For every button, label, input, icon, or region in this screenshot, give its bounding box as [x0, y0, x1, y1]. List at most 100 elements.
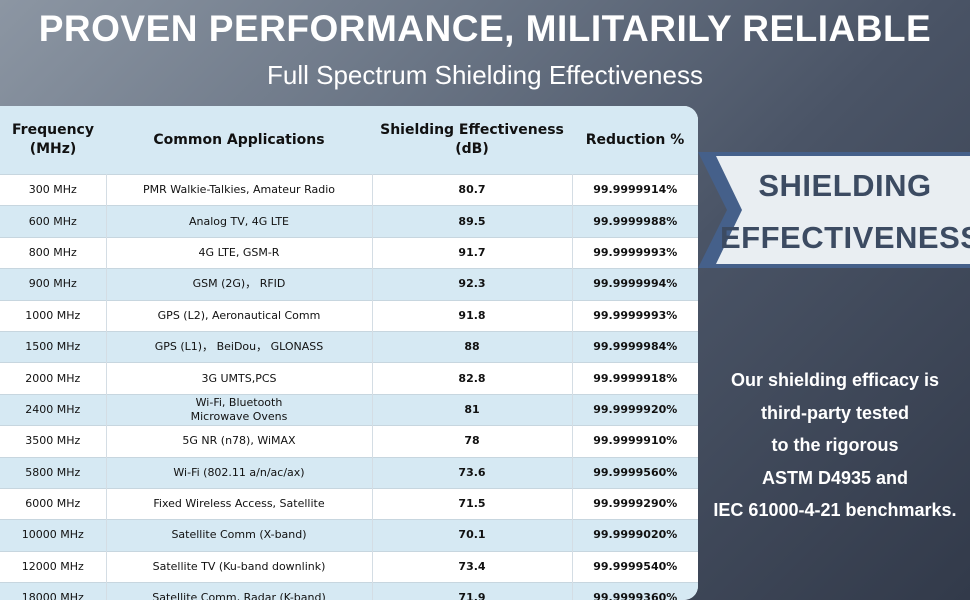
- application-line: PMR Walkie-Talkies, Amateur Radio: [143, 183, 335, 197]
- cell-reduction: 99.9999920%: [572, 393, 698, 426]
- application-line: Fixed Wireless Access, Satellite: [153, 497, 325, 511]
- cell-reduction: 99.9999988%: [572, 205, 698, 238]
- badge-text: SHIELDING EFFECTIVENESS: [720, 160, 970, 264]
- cell-applications: 3G UMTS,PCS: [106, 362, 373, 395]
- application-line: Analog TV, 4G LTE: [188, 214, 290, 228]
- shielding-effectiveness-badge: SHIELDING EFFECTIVENESS: [690, 152, 970, 268]
- note-line: third-party tested: [760, 402, 910, 423]
- cell-frequency: 3500 MHz: [0, 425, 107, 458]
- cell-reduction: 99.9999290%: [572, 487, 698, 520]
- table-body: 300 MHz PMR Walkie-Talkies, Amateur Radio…: [0, 173, 698, 600]
- cell-reduction: 99.9999020%: [572, 519, 698, 552]
- cell-applications: Wi-Fi, Bluetooth Microwave Ovens: [106, 393, 373, 426]
- cell-frequency: 600 MHz: [0, 205, 107, 238]
- cell-effectiveness: 73.6: [372, 456, 573, 489]
- cell-reduction: 99.9999560%: [572, 456, 698, 489]
- cell-applications: Wi-Fi (802.11 a/n/ac/ax): [106, 456, 373, 489]
- cell-effectiveness: 88: [372, 330, 573, 363]
- badge-line-1: SHIELDING: [758, 168, 932, 203]
- cell-reduction: 99.9999360%: [572, 582, 698, 600]
- header-frequency-line2: (MHz): [29, 141, 77, 157]
- header-effectiveness: Shielding Effectiveness (dB): [372, 106, 572, 175]
- table-row: 2400 MHz Wi-Fi, Bluetooth Microwave Ovens 8…: [0, 393, 698, 426]
- cell-frequency: 800 MHz: [0, 236, 107, 269]
- cell-applications: Analog TV, 4G LTE: [106, 205, 373, 238]
- cell-applications: Satellite Comm, Radar (K-band): [106, 582, 373, 600]
- cell-applications: Satellite Comm (X-band): [106, 519, 373, 552]
- shielding-table-card: Frequency (MHz) Common Applications Shie…: [0, 106, 698, 600]
- cell-effectiveness: 78: [372, 425, 573, 458]
- cell-frequency: 6000 MHz: [0, 487, 107, 520]
- cell-frequency: 5800 MHz: [0, 456, 107, 489]
- cell-frequency: 900 MHz: [0, 268, 107, 301]
- cell-reduction: 99.9999540%: [572, 550, 698, 583]
- application-line: 3G UMTS,PCS: [201, 371, 277, 385]
- cell-applications: PMR Walkie-Talkies, Amateur Radio: [106, 173, 373, 206]
- cell-reduction: 99.9999993%: [572, 236, 698, 269]
- cell-reduction: 99.9999993%: [572, 299, 698, 332]
- cell-effectiveness: 71.5: [372, 487, 573, 520]
- cell-applications: 5G NR (n78), WiMAX: [106, 425, 373, 458]
- cell-reduction: 99.9999918%: [572, 362, 698, 395]
- cell-frequency: 1000 MHz: [0, 299, 107, 332]
- table-header-row: Frequency (MHz) Common Applications Shie…: [0, 106, 698, 175]
- cell-effectiveness: 89.5: [372, 205, 573, 238]
- table-row: 600 MHz Analog TV, 4G LTE 89.5 99.9999988%: [0, 205, 698, 238]
- application-line: 5G NR (n78), WiMAX: [182, 434, 296, 448]
- table-row: 2000 MHz 3G UMTS,PCS 82.8 99.9999918%: [0, 362, 698, 395]
- cell-frequency: 300 MHz: [0, 173, 107, 206]
- table-row: 1000 MHz GPS (L2), Aeronautical Comm 91.8 9…: [0, 299, 698, 332]
- header-frequency: Frequency (MHz): [0, 106, 106, 175]
- cell-applications: 4G LTE, GSM-R: [106, 236, 373, 269]
- badge-chevron-shape: [698, 152, 970, 268]
- cell-frequency: 18000 MHz: [0, 582, 107, 600]
- table-row: 800 MHz 4G LTE, GSM-R 91.7 99.9999993%: [0, 236, 698, 269]
- header-reduction: Reduction %: [572, 106, 698, 175]
- application-line: GPS (L1)， BeiDou， GLONASS: [154, 340, 324, 354]
- application-line: Wi-Fi, Bluetooth: [195, 395, 283, 409]
- application-line: Satellite Comm (X-band): [171, 528, 307, 542]
- cell-effectiveness: 81: [372, 393, 573, 426]
- table-row: 18000 MHz Satellite Comm, Radar (K-band) 7…: [0, 582, 698, 600]
- cell-reduction: 99.9999994%: [572, 268, 698, 301]
- shielding-table: Frequency (MHz) Common Applications Shie…: [0, 106, 698, 600]
- page-title: PROVEN PERFORMANCE, MILITARILY RELIABLE: [38, 8, 932, 49]
- cell-frequency: 2000 MHz: [0, 362, 107, 395]
- application-line: Satellite Comm, Radar (K-band): [152, 591, 326, 600]
- testing-note: Our shielding efficacy is third-party te…: [700, 364, 970, 527]
- cell-effectiveness: 82.8: [372, 362, 573, 395]
- application-line: Microwave Ovens: [190, 409, 288, 423]
- cell-frequency: 1500 MHz: [0, 330, 107, 363]
- header-effectiveness-line1: Shielding Effectiveness: [380, 122, 564, 138]
- application-line: GSM (2G)， RFID: [192, 277, 286, 291]
- cell-reduction: 99.9999910%: [572, 425, 698, 458]
- table-row: 5800 MHz Wi-Fi (802.11 a/n/ac/ax) 73.6 99.9…: [0, 456, 698, 489]
- application-line: GPS (L2), Aeronautical Comm: [157, 308, 321, 322]
- table-row: 12000 MHz Satellite TV (Ku-band downlink)…: [0, 550, 698, 583]
- table-row: 3500 MHz 5G NR (n78), WiMAX 78 99.9999910%: [0, 425, 698, 458]
- cell-applications: GSM (2G)， RFID: [106, 268, 373, 301]
- cell-frequency: 12000 MHz: [0, 550, 107, 583]
- header-frequency-line1: Frequency: [12, 122, 94, 138]
- cell-applications: GPS (L1)， BeiDou， GLONASS: [106, 330, 373, 363]
- note-line: ASTM D4935 and: [761, 467, 909, 488]
- note-line: to the rigorous: [771, 435, 899, 455]
- table-row: 10000 MHz Satellite Comm (X-band) 70.1 99.9…: [0, 519, 698, 552]
- application-line: Wi-Fi (802.11 a/n/ac/ax): [173, 465, 305, 479]
- cell-effectiveness: 73.4: [372, 550, 573, 583]
- cell-effectiveness: 91.8: [372, 299, 573, 332]
- cell-frequency: 10000 MHz: [0, 519, 107, 552]
- cell-effectiveness: 71.9: [372, 582, 573, 600]
- page-subtitle: Full Spectrum Shielding Effectiveness: [267, 60, 703, 90]
- table-row: 900 MHz GSM (2G)， RFID 92.3 99.9999994%: [0, 268, 698, 301]
- cell-applications: GPS (L2), Aeronautical Comm: [106, 299, 373, 332]
- cell-effectiveness: 92.3: [372, 268, 573, 301]
- cell-applications: Fixed Wireless Access, Satellite: [106, 487, 373, 520]
- cell-reduction: 99.9999914%: [572, 173, 698, 206]
- application-line: 4G LTE, GSM-R: [198, 245, 280, 259]
- table-row: 300 MHz PMR Walkie-Talkies, Amateur Radio…: [0, 173, 698, 206]
- table-row: 6000 MHz Fixed Wireless Access, Satellite…: [0, 487, 698, 520]
- cell-applications: Satellite TV (Ku-band downlink): [106, 550, 373, 583]
- cell-effectiveness: 80.7: [372, 173, 573, 206]
- cell-reduction: 99.9999984%: [572, 330, 698, 363]
